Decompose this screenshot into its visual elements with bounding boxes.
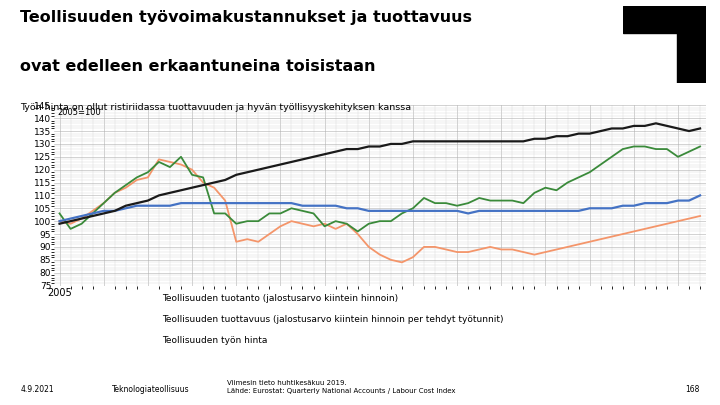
Bar — [623, 6, 706, 33]
Text: ovat edelleen erkaantuneina toisistaan: ovat edelleen erkaantuneina toisistaan — [20, 59, 376, 74]
Text: Teollisuuden tuottavuus (jalostusarvo kiintein hinnoin per tehdyt työtunnit): Teollisuuden tuottavuus (jalostusarvo ki… — [162, 315, 503, 324]
Bar — [677, 25, 706, 83]
Text: 4.9.2021: 4.9.2021 — [20, 385, 54, 394]
Text: Teollisuuden työn hinta: Teollisuuden työn hinta — [162, 336, 267, 345]
Text: 168: 168 — [685, 385, 700, 394]
Text: Työn hinta on ollut ristiriidassa tuottavuuden ja hyvän työllisyyskehityksen kan: Työn hinta on ollut ristiriidassa tuotta… — [20, 103, 411, 112]
Text: Viimesin tieto huhtikesäkuu 2019.
Lähde: Eurostat: Quarterly National Accounts /: Viimesin tieto huhtikesäkuu 2019. Lähde:… — [227, 379, 455, 394]
Text: Teollisuuden tuotanto (jalostusarvo kiintein hinnoin): Teollisuuden tuotanto (jalostusarvo kiin… — [162, 294, 398, 303]
Text: Teknologiateollisuus: Teknologiateollisuus — [112, 385, 189, 394]
Text: 2005=100: 2005=100 — [58, 108, 101, 117]
Text: Teollisuuden työvoimakustannukset ja tuottavuus: Teollisuuden työvoimakustannukset ja tuo… — [20, 10, 472, 25]
